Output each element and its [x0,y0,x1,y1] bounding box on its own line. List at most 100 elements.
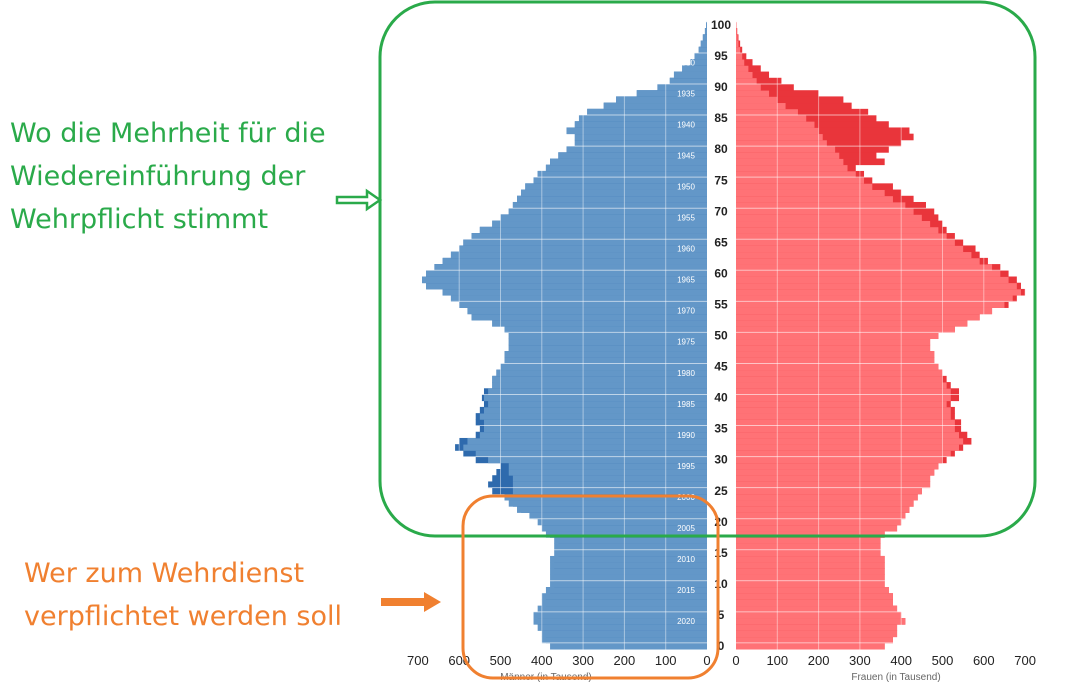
year-tick-label: 1965 [677,276,695,285]
women-bar [736,624,898,631]
men-bar [488,456,707,464]
men-bar [459,245,707,253]
women-bar-outer [736,102,852,110]
women-bar [736,288,1021,296]
men-bar [533,177,707,184]
women-bar-outer [736,77,782,85]
x-tick-label: 100 [655,653,677,668]
age-tick-label: 80 [714,142,728,156]
women-bar [736,164,848,172]
men-bar [504,357,707,364]
men-bar [698,46,707,54]
age-tick-label: 50 [714,329,728,343]
women-bar [736,537,881,544]
women-bar [736,481,931,489]
men-bar [496,369,707,377]
women-bar [736,549,881,557]
x-tick-label: 400 [531,653,553,668]
women-bar [736,506,910,513]
women-bar [736,462,939,470]
women-bar [736,512,906,520]
men-bar [550,562,707,569]
men-bar [521,189,707,197]
men-bar [704,28,707,35]
men-bar [483,425,707,433]
green-highlight-box [378,0,1037,538]
women-bar [736,295,1013,302]
men-bar [426,270,707,277]
men-bar [541,593,707,600]
women-bar [736,382,947,389]
orange-annotation-line: Wer zum Wehrdienst [24,558,305,589]
men-bar [554,543,707,551]
women-bar [736,257,980,265]
age-tick-label: 60 [714,266,728,280]
men-bar [492,382,707,389]
women-bar [736,425,955,433]
men-bar [517,506,707,513]
x-axis-title-right: Frauen (in Tausend) [851,672,940,683]
x-tick-label: 600 [973,653,995,668]
men-bar [700,40,707,48]
overlays [335,0,1037,680]
year-tick-label: 2015 [677,586,695,595]
women-bar [736,406,951,414]
women-bar [736,40,739,48]
women-bar [736,121,815,128]
men-bar [508,469,707,476]
men-bar [554,537,707,544]
year-tick-label: 1975 [677,338,695,347]
men-bar [574,139,707,147]
men-bar [587,108,707,116]
age-tick-label: 100 [711,18,731,32]
year-tick-label: 1950 [677,182,695,191]
women-bar [736,307,993,315]
women-bar [736,493,918,501]
men-bar [541,636,707,644]
green-annotation-line: Wo die Mehrheit für die [10,118,326,149]
men-bar [450,251,707,259]
men-bar [682,65,707,72]
women-bar [736,456,943,464]
men-bar [512,481,707,489]
x-tick-label: 300 [849,653,871,668]
women-bar [736,518,902,526]
men-bar [690,59,707,66]
age-tick-label: 35 [714,422,728,436]
men-bar [442,288,707,296]
women-bar [736,183,873,190]
men-bar [459,301,707,308]
age-tick-label: 25 [714,484,728,498]
men-bar [558,152,707,159]
men-bar [483,394,707,402]
green-annotation: Wo die Mehrheit für die Wiedereinführung… [10,112,370,241]
men-bar [471,233,707,240]
year-tick-label: 1990 [677,431,695,440]
x-tick-label: 700 [1014,653,1036,668]
year-tick-label: 1945 [677,151,695,160]
women-bar-outer [736,108,869,116]
orange-annotation: Wer zum Wehrdienst verpflichtet werden s… [24,552,374,638]
women-bar [736,642,885,650]
men-bar [550,580,707,588]
men-bar [475,450,707,457]
women-bar [736,469,935,476]
year-tick-label: 1955 [677,214,695,223]
year-tick-label: 1930 [677,58,695,67]
women-bar [736,52,743,60]
women-bar [736,226,939,234]
year-tick-label: 2005 [677,524,695,533]
men-bar [508,500,707,507]
men-bar [467,437,707,445]
age-axis-labels: 1009590858075706560555045403530252015105… [711,18,731,653]
men-bar [479,431,707,439]
women-bar [736,170,856,178]
women-bar [736,251,972,259]
age-tick-label: 70 [714,204,728,218]
women-bar [736,419,955,426]
x-tick-label: 200 [808,653,830,668]
men-bars [422,21,707,650]
women-bar [736,282,1017,290]
women-bar [736,264,993,271]
